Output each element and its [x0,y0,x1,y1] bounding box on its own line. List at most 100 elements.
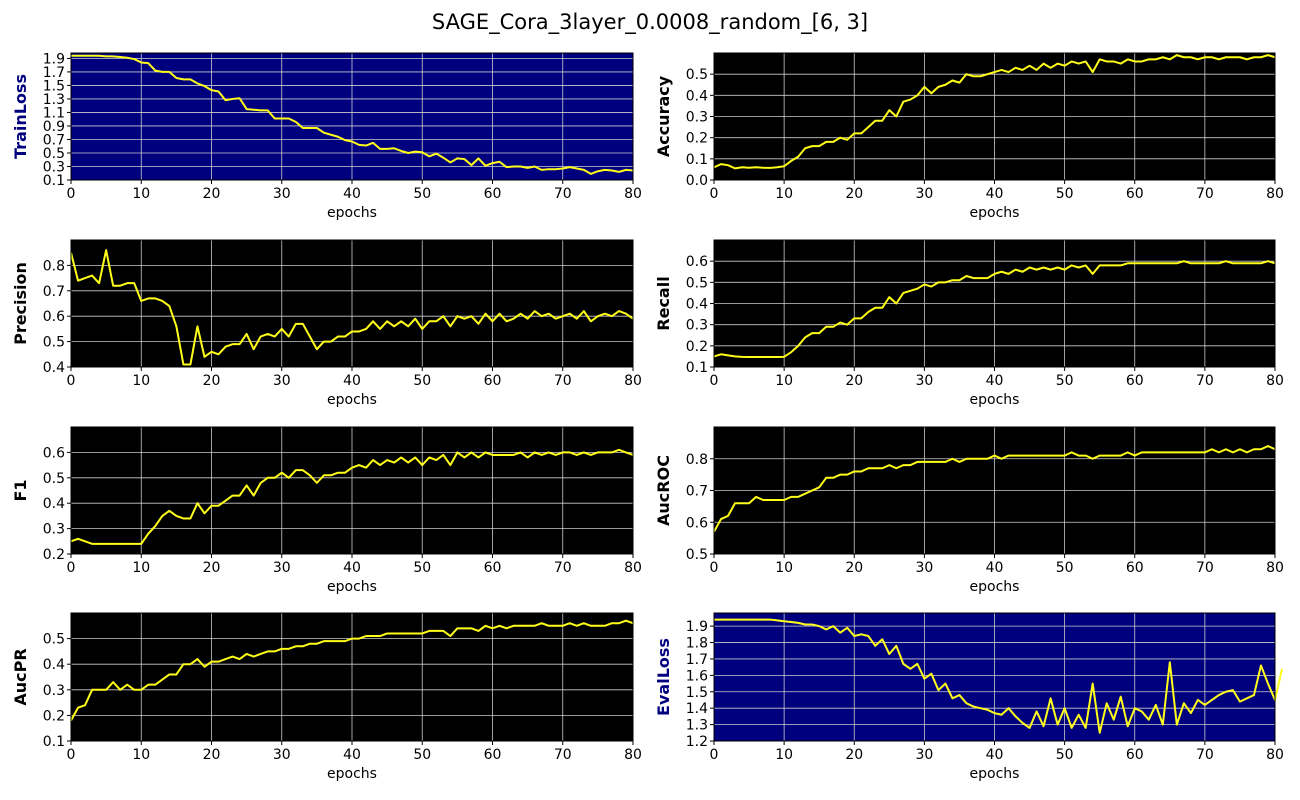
recall-y-tick-label: 0.1 [686,360,708,376]
precision-series-line [70,249,634,366]
aucroc-y-tick-label: 0.6 [686,515,708,531]
accuracy-y-tick-label: 0.2 [686,131,708,147]
aucroc-x-tick-label: 0 [710,560,719,576]
aucpr-series-line [70,619,634,722]
trainloss-y-tick-label: 0.1 [43,173,65,189]
recall-x-tick-label: 50 [1056,373,1074,389]
trainloss-y-axis-label: TrainLoss [11,74,30,159]
evalloss-x-axis-label: epochs [970,766,1020,782]
recall-y-tick-label: 0.2 [686,339,708,355]
aucpr-y-tick-label: 0.2 [43,708,65,724]
evalloss-y-tick-label: 1.7 [686,652,708,668]
aucroc-series-line [713,445,1276,533]
precision-x-axis-label: epochs [327,392,377,408]
evalloss-y-axis-label: EvalLoss [654,638,673,716]
aucroc-x-tick-label: 30 [915,560,933,576]
accuracy-x-tick-label: 10 [775,186,793,202]
f1-x-tick-label: 40 [343,560,361,576]
aucroc-x-axis-label: epochs [970,579,1020,595]
evalloss-y-tick-label: 1.8 [686,636,708,652]
recall-x-axis-label: epochs [970,392,1020,408]
trainloss-x-tick-label: 80 [624,186,642,202]
aucroc-y-tick-label: 0.5 [686,547,708,563]
evalloss-x-tick-label: 30 [915,747,933,763]
panel-f1: 0 10 20 30 40 50 60 70 80 0.2 0.3 0.4 0.5 0.6 epochs F1 [11,426,642,595]
aucpr-x-tick-label: 50 [413,747,431,763]
aucpr-x-tick-label: 30 [273,747,291,763]
aucpr-x-tick-label: 20 [203,747,221,763]
precision-y-tick-label: 0.4 [43,360,65,376]
accuracy-x-tick-label: 60 [1126,186,1144,202]
trainloss-x-tick-label: 20 [203,186,221,202]
f1-axes-frame [70,426,634,555]
trainloss-axes-frame [70,52,634,181]
panel-evalloss: 0 10 20 30 40 50 60 70 80 1.21.31.41.51.61.71.81.… [654,612,1284,782]
recall-y-tick-label: 0.6 [686,254,708,270]
f1-x-tick-label: 30 [273,560,291,576]
recall-x-tick-label: 0 [710,373,719,389]
f1-y-tick-label: 0.2 [43,547,65,563]
f1-x-tick-label: 20 [203,560,221,576]
evalloss-x-tick-label: 80 [1266,747,1284,763]
aucroc-x-tick-label: 70 [1196,560,1214,576]
aucroc-axes-frame [713,426,1276,555]
accuracy-x-tick-label: 40 [986,186,1004,202]
accuracy-y-tick-label: 0.1 [686,152,708,168]
evalloss-x-tick-label: 70 [1196,747,1214,763]
trainloss-x-tick-label: 60 [484,186,502,202]
recall-x-tick-label: 20 [845,373,863,389]
f1-series-line [70,448,634,545]
evalloss-y-tick-label: 1.5 [686,685,708,701]
aucpr-x-tick-label: 10 [132,747,150,763]
aucpr-y-axis-label: AucPR [11,648,30,705]
recall-series-line [713,260,1276,359]
precision-x-tick-label: 20 [203,373,221,389]
aucpr-y-tick-label: 0.1 [43,734,65,750]
aucpr-x-axis-label: epochs [327,766,377,782]
recall-x-tick-label: 60 [1126,373,1144,389]
f1-x-tick-label: 70 [554,560,572,576]
accuracy-x-tick-label: 30 [915,186,933,202]
trainloss-x-tick-label: 30 [273,186,291,202]
recall-x-tick-label: 70 [1196,373,1214,389]
f1-x-tick-label: 10 [132,560,150,576]
trainloss-x-tick-label: 40 [343,186,361,202]
recall-y-axis-label: Recall [654,276,673,330]
aucpr-x-tick-label: 40 [343,747,361,763]
aucroc-y-tick-label: 0.7 [686,484,708,500]
evalloss-x-tick-label: 50 [1056,747,1074,763]
recall-y-tick-label: 0.5 [686,275,708,291]
accuracy-y-tick-label: 0.3 [686,110,708,126]
accuracy-series-line [713,54,1276,170]
trainloss-y-tick-label: 1.7 [43,65,65,81]
aucroc-x-tick-label: 20 [845,560,863,576]
recall-y-tick-label: 0.4 [686,297,708,313]
evalloss-x-tick-label: 10 [775,747,793,763]
accuracy-y-tick-label: 0.4 [686,88,708,104]
evalloss-x-tick-label: 0 [710,747,719,763]
f1-x-axis-label: epochs [327,579,377,595]
f1-y-axis-label: F1 [11,479,30,501]
trainloss-x-tick-label: 0 [67,186,76,202]
trainloss-y-tick-label: 1.5 [43,78,65,94]
evalloss-y-tick-label: 1.4 [686,701,708,717]
f1-x-tick-label: 60 [484,560,502,576]
aucpr-y-tick-label: 0.5 [43,632,65,648]
aucroc-x-tick-label: 10 [775,560,793,576]
accuracy-x-tick-label: 50 [1056,186,1074,202]
aucpr-axes-frame [70,612,634,742]
evalloss-y-tick-label: 1.2 [686,734,708,750]
aucroc-x-tick-label: 60 [1126,560,1144,576]
evalloss-series-line [714,618,1283,734]
precision-x-tick-label: 50 [413,373,431,389]
precision-y-tick-label: 0.7 [43,284,65,300]
accuracy-axes-frame [713,52,1276,181]
trainloss-y-tick-label: 1.9 [43,51,65,67]
recall-x-tick-label: 80 [1266,373,1284,389]
trainloss-series-line [71,54,634,175]
precision-x-tick-label: 70 [554,373,572,389]
panel-recall: 0 10 20 30 40 50 60 70 80 0.1 0.2 0.3 0.4 0.5 0.6 epoch… [654,239,1284,408]
aucroc-x-tick-label: 40 [986,560,1004,576]
aucroc-x-tick-label: 50 [1056,560,1074,576]
